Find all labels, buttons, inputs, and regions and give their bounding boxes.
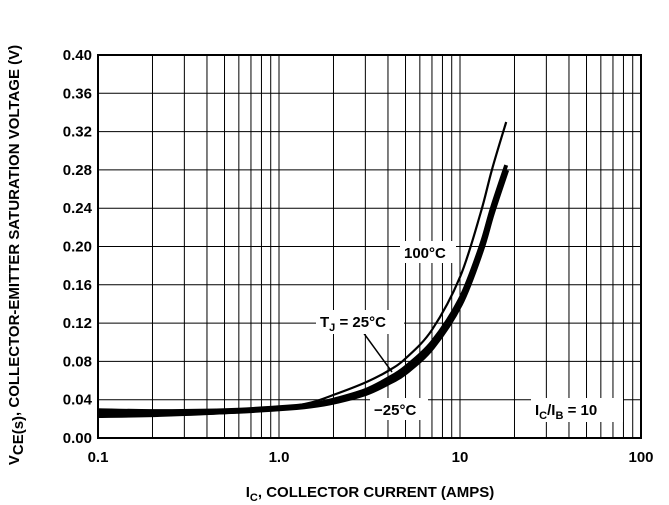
- series-line-thin: [97, 121, 508, 418]
- y-axis-subscript: CE(s): [10, 416, 27, 455]
- y-axis-text: , COLLECTOR-EMITTER SATURATION VOLTAGE (…: [6, 45, 23, 416]
- plot-frame: [97, 54, 642, 439]
- x-axis-subscript: C: [250, 492, 258, 504]
- data-curves: [97, 121, 510, 418]
- annotation-bg-25c: [316, 310, 404, 334]
- annotation-bg-m25c: [370, 398, 428, 420]
- y-axis-symbol: V: [6, 455, 23, 465]
- series-line-medium: [97, 164, 509, 417]
- x-tick-label: 1.0: [269, 449, 290, 466]
- y-tick-label: 0.12: [63, 315, 92, 332]
- y-tick-label: 0.16: [63, 277, 92, 294]
- ratio-ib-sub: B: [555, 410, 563, 422]
- annotation-25c-suffix: = 25°C: [335, 314, 386, 331]
- x-tick-label: 100: [628, 449, 653, 466]
- y-axis-label: VCE(s), COLLECTOR-EMITTER SATURATION VOL…: [6, 45, 27, 465]
- ratio-slash-ib: /I: [547, 402, 555, 419]
- x-axis-text: , COLLECTOR CURRENT (AMPS): [258, 484, 494, 501]
- annotation-25c: TJ = 25°C: [320, 314, 386, 334]
- tick-labels: 0.00 0.04 0.08 0.12 0.16 0.20 0.24 0.28 0.32 0.36…: [63, 47, 654, 466]
- ratio-suffix: = 10: [563, 402, 597, 419]
- y-tick-label: 0.28: [63, 162, 92, 179]
- y-tick-label: 0.00: [63, 430, 92, 447]
- y-tick-label: 0.32: [63, 124, 92, 141]
- y-tick-label: 0.40: [63, 47, 92, 64]
- annotation-ic-ib-ratio: IC/IB = 10: [535, 402, 597, 422]
- series-line-thick: [97, 168, 510, 416]
- y-tick-label: 0.08: [63, 353, 92, 370]
- annotation-25c-subscript: J: [329, 322, 335, 334]
- annotation-25c-symbol: T: [320, 314, 329, 331]
- x-axis-label: IC, COLLECTOR CURRENT (AMPS): [246, 484, 495, 504]
- ratio-ic: I: [535, 402, 539, 419]
- y-tick-label: 0.24: [63, 200, 93, 217]
- y-tick-label: 0.20: [63, 239, 92, 256]
- annotation-leader-25c: [359, 327, 393, 373]
- annotation-bg-ratio: [531, 398, 623, 422]
- annotation-minus25c: −25°C: [374, 402, 416, 419]
- annotation-100c: 100°C: [404, 245, 446, 262]
- x-tick-label: 10: [452, 449, 469, 466]
- y-tick-label: 0.36: [63, 85, 92, 102]
- annotation-bg-100c: [400, 241, 456, 263]
- x-tick-label: 0.1: [88, 449, 109, 466]
- y-tick-label: 0.04: [63, 392, 93, 409]
- ratio-ic-sub: C: [539, 410, 547, 422]
- x-axis-symbol: I: [246, 484, 250, 501]
